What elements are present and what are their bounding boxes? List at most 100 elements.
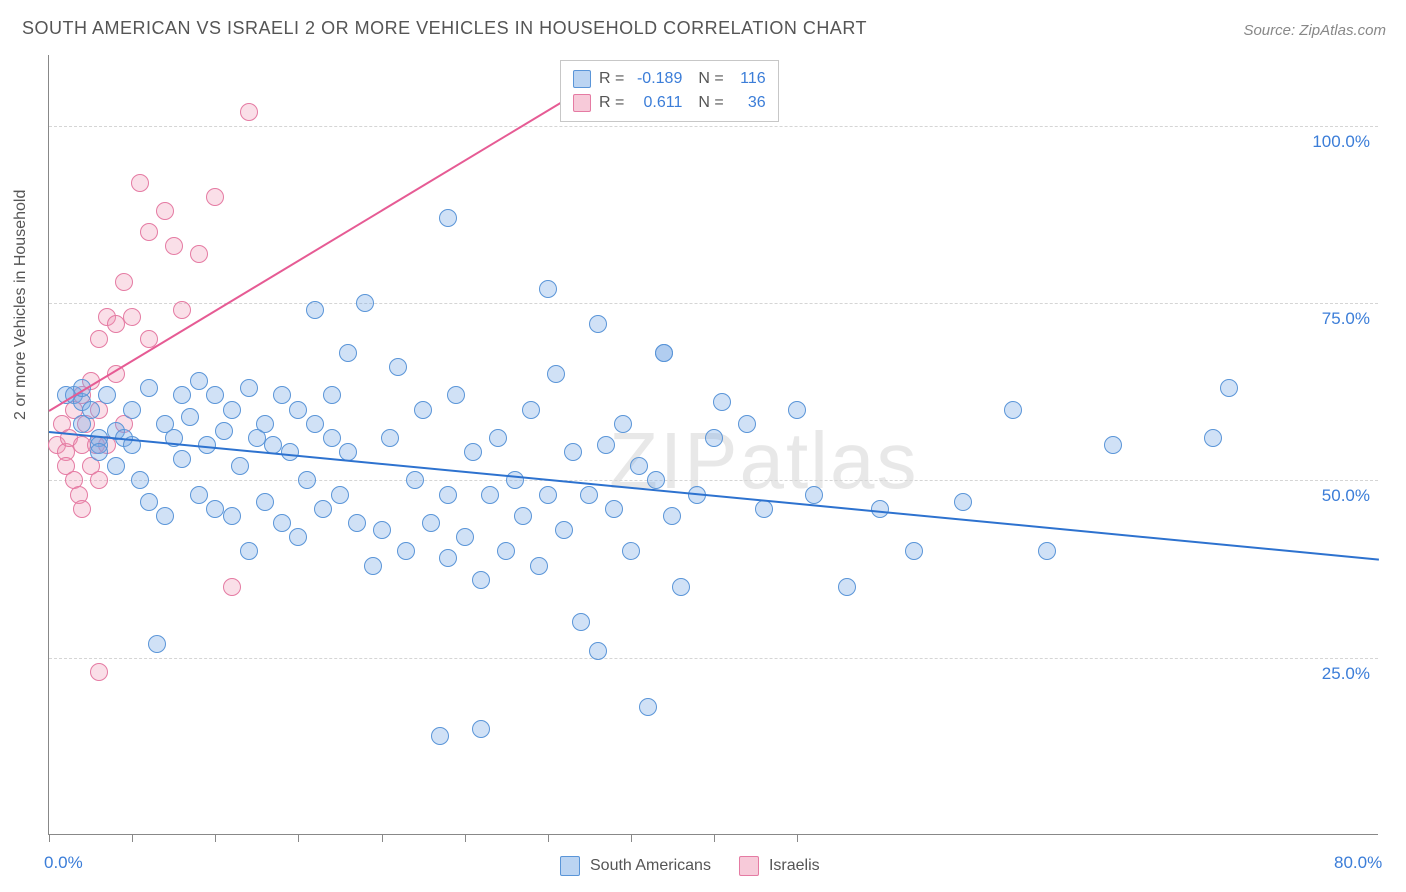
- data-point-blue: [1104, 436, 1122, 454]
- data-point-pink: [107, 315, 125, 333]
- r-label-2: R =: [599, 91, 624, 115]
- y-tick-label: 25.0%: [1322, 664, 1370, 684]
- data-point-blue: [131, 471, 149, 489]
- data-point-blue: [439, 486, 457, 504]
- data-point-blue: [489, 429, 507, 447]
- data-point-pink: [156, 202, 174, 220]
- data-point-blue: [422, 514, 440, 532]
- data-point-blue: [464, 443, 482, 461]
- data-point-blue: [597, 436, 615, 454]
- data-point-blue: [414, 401, 432, 419]
- data-point-pink: [90, 330, 108, 348]
- grid-line: [49, 303, 1378, 304]
- data-point-blue: [871, 500, 889, 518]
- n-label: N =: [698, 67, 723, 91]
- data-point-blue: [431, 727, 449, 745]
- x-tick: [631, 834, 632, 842]
- data-point-blue: [123, 401, 141, 419]
- data-point-blue: [215, 422, 233, 440]
- data-point-blue: [497, 542, 515, 560]
- data-point-blue: [231, 457, 249, 475]
- data-point-blue: [630, 457, 648, 475]
- data-point-blue: [356, 294, 374, 312]
- data-point-pink: [206, 188, 224, 206]
- data-point-blue: [580, 486, 598, 504]
- data-point-blue: [148, 635, 166, 653]
- data-point-blue: [289, 401, 307, 419]
- watermark: ZIPatlas: [609, 415, 918, 507]
- x-tick-label: 80.0%: [1334, 853, 1382, 873]
- data-point-blue: [472, 720, 490, 738]
- data-point-blue: [256, 415, 274, 433]
- chart-title: SOUTH AMERICAN VS ISRAELI 2 OR MORE VEHI…: [22, 18, 867, 39]
- data-point-blue: [481, 486, 499, 504]
- y-tick-label: 75.0%: [1322, 309, 1370, 329]
- y-tick-label: 50.0%: [1322, 486, 1370, 506]
- stats-legend-box: R = -0.189 N = 116 R = 0.611 N = 36: [560, 60, 779, 122]
- data-point-blue: [273, 386, 291, 404]
- data-point-blue: [905, 542, 923, 560]
- data-point-blue: [705, 429, 723, 447]
- grid-line: [49, 480, 1378, 481]
- data-point-blue: [406, 471, 424, 489]
- x-tick: [132, 834, 133, 842]
- data-point-blue: [755, 500, 773, 518]
- y-axis-label: 2 or more Vehicles in Household: [12, 190, 30, 420]
- data-point-blue: [805, 486, 823, 504]
- data-point-blue: [281, 443, 299, 461]
- data-point-pink: [115, 273, 133, 291]
- data-point-pink: [190, 245, 208, 263]
- data-point-blue: [389, 358, 407, 376]
- data-point-blue: [539, 280, 557, 298]
- data-point-blue: [348, 514, 366, 532]
- n-value-blue: 116: [732, 67, 766, 91]
- legend-label-pink: Israelis: [769, 857, 820, 875]
- data-point-blue: [514, 507, 532, 525]
- data-point-blue: [82, 401, 100, 419]
- data-point-blue: [381, 429, 399, 447]
- swatch-pink: [573, 94, 591, 112]
- data-point-blue: [456, 528, 474, 546]
- r-value-pink: 0.611: [632, 91, 682, 115]
- r-label: R =: [599, 67, 624, 91]
- y-tick-label: 100.0%: [1312, 132, 1370, 152]
- data-point-blue: [323, 386, 341, 404]
- data-point-blue: [672, 578, 690, 596]
- data-point-blue: [373, 521, 391, 539]
- data-point-blue: [647, 471, 665, 489]
- data-point-blue: [522, 401, 540, 419]
- data-point-blue: [622, 542, 640, 560]
- data-point-blue: [838, 578, 856, 596]
- data-point-blue: [655, 344, 673, 362]
- swatch-blue: [573, 70, 591, 88]
- data-point-blue: [614, 415, 632, 433]
- data-point-blue: [98, 386, 116, 404]
- data-point-blue: [156, 507, 174, 525]
- data-point-blue: [788, 401, 806, 419]
- data-point-blue: [1220, 379, 1238, 397]
- data-point-blue: [190, 486, 208, 504]
- data-point-pink: [123, 308, 141, 326]
- data-point-blue: [206, 500, 224, 518]
- data-point-blue: [331, 486, 349, 504]
- grid-line: [49, 658, 1378, 659]
- data-point-pink: [131, 174, 149, 192]
- data-point-blue: [240, 379, 258, 397]
- data-point-blue: [107, 457, 125, 475]
- x-tick: [382, 834, 383, 842]
- data-point-blue: [223, 507, 241, 525]
- data-point-blue: [173, 450, 191, 468]
- data-point-blue: [663, 507, 681, 525]
- legend-swatch-blue: [560, 856, 580, 876]
- source-attribution: Source: ZipAtlas.com: [1243, 22, 1386, 39]
- x-tick-label: 0.0%: [44, 853, 83, 873]
- data-point-blue: [289, 528, 307, 546]
- data-point-blue: [639, 698, 657, 716]
- data-point-pink: [165, 237, 183, 255]
- data-point-blue: [190, 372, 208, 390]
- legend-label-blue: South Americans: [590, 857, 711, 875]
- trend-line-pink: [48, 69, 614, 411]
- data-point-blue: [298, 471, 316, 489]
- data-point-blue: [256, 493, 274, 511]
- data-point-pink: [140, 223, 158, 241]
